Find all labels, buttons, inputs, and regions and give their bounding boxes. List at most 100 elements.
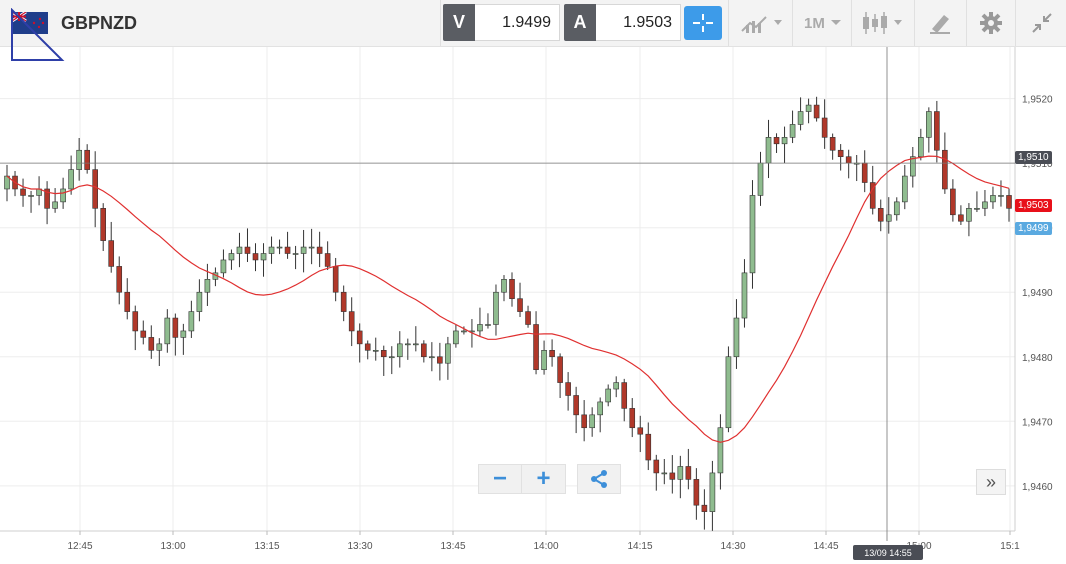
candle [837, 149, 844, 158]
candle [116, 266, 123, 293]
candle [821, 117, 828, 138]
candle [773, 137, 780, 145]
settings-button[interactable] [979, 8, 1003, 38]
candle [765, 137, 772, 164]
symbol-title: GBPNZD [61, 13, 137, 33]
candle [172, 317, 179, 338]
candle [749, 195, 756, 274]
candlestick-icon [863, 12, 902, 34]
candle [589, 414, 595, 429]
candle [966, 208, 972, 222]
timeframe-dropdown[interactable]: 1M [804, 8, 843, 38]
candle [340, 291, 347, 312]
x-tick-label: 12:45 [67, 541, 92, 552]
collapse-icon [1032, 13, 1052, 33]
candle [493, 291, 499, 325]
candle [741, 272, 748, 319]
candle [380, 350, 387, 358]
candle [244, 246, 251, 254]
y-tick-label: 1,9520 [1022, 95, 1053, 106]
x-tick-label: 15:1 [1000, 541, 1020, 552]
candle [228, 253, 235, 261]
candle [413, 343, 419, 346]
candle [44, 188, 50, 209]
candle [268, 246, 275, 254]
candle [52, 201, 58, 209]
candle [629, 408, 636, 429]
candle [405, 343, 411, 346]
ask-price-label: 1,9503 [1015, 199, 1052, 212]
candle [685, 466, 692, 480]
x-tick-label: 14:30 [720, 541, 745, 552]
candle [348, 311, 355, 332]
candle [918, 137, 924, 158]
y-tick-label: 1,9480 [1022, 353, 1053, 364]
candle [300, 246, 307, 254]
candle [477, 324, 483, 332]
candle [645, 433, 652, 461]
candle [437, 356, 443, 364]
candle [421, 343, 427, 358]
candle [252, 253, 259, 261]
candle [84, 149, 90, 170]
candle [597, 401, 603, 416]
ask-quote[interactable]: A 1.9503 [564, 4, 681, 41]
candle [260, 253, 267, 261]
candle [789, 124, 796, 138]
candle [28, 195, 34, 197]
candle [124, 291, 131, 312]
candle [461, 330, 467, 333]
candle [316, 246, 323, 254]
candle [974, 208, 980, 210]
candle [557, 356, 563, 383]
drawing-triangle[interactable] [10, 8, 66, 64]
candle [926, 111, 932, 138]
zoom-in-button[interactable]: + [522, 464, 566, 494]
candle [693, 479, 700, 506]
price-chart[interactable]: 1,94601,94701,94801,94901,95001,95101,95… [0, 47, 1066, 564]
x-tick-label: 14:15 [627, 541, 652, 552]
candle [1006, 195, 1012, 209]
draw-button[interactable] [928, 8, 952, 38]
scroll-to-latest-button[interactable]: » [976, 469, 1006, 495]
divider [966, 0, 967, 46]
candle [653, 459, 660, 474]
candle [60, 188, 66, 203]
candle [613, 382, 620, 390]
zoom-out-button[interactable]: − [478, 464, 522, 494]
candle [517, 298, 523, 312]
candle [901, 175, 908, 203]
candle [356, 330, 363, 345]
candle [541, 350, 547, 370]
y-tick-label: 1,9490 [1022, 288, 1053, 299]
chevron-down-icon [830, 20, 841, 25]
crosshair-time-label: 13/09 14:55 [853, 545, 923, 560]
candle [132, 311, 139, 332]
divider [914, 0, 915, 46]
share-button[interactable] [577, 464, 621, 494]
candle [805, 104, 812, 112]
crosshair-button[interactable] [684, 6, 722, 40]
divider [728, 0, 729, 46]
candle [236, 246, 243, 254]
candle [877, 208, 884, 222]
collapse-button[interactable] [1030, 8, 1054, 38]
chart-type-button[interactable] [860, 8, 906, 38]
candle [533, 324, 539, 370]
candle [813, 104, 820, 119]
candle [982, 201, 988, 209]
candle [565, 382, 571, 396]
candle [140, 330, 147, 338]
candle [950, 188, 956, 216]
bid-quote[interactable]: V 1.9499 [443, 4, 560, 41]
candle [220, 259, 227, 274]
y-tick-label: 1,9510 [1022, 159, 1053, 170]
divider [851, 0, 852, 46]
indicators-button[interactable] [740, 8, 784, 38]
candle [148, 337, 155, 351]
candle [669, 472, 676, 480]
candle [845, 156, 852, 164]
y-tick-label: 1,9470 [1022, 417, 1053, 428]
ask-value: 1.9503 [596, 4, 681, 41]
divider [792, 0, 793, 46]
